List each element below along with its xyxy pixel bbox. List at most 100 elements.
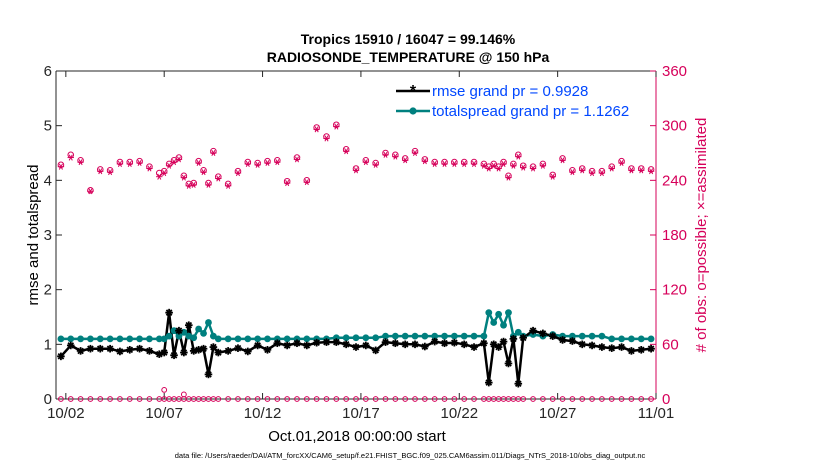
totalspread-point [264, 335, 271, 343]
obs-assimilated-point [421, 158, 429, 165]
asterisk-stroke [78, 159, 83, 166]
asterisk-stroke [191, 181, 196, 188]
obs-zero-point [579, 396, 586, 402]
rmse-point [381, 338, 390, 346]
rmse-point [180, 348, 188, 357]
rmse-marker-stroke [205, 371, 212, 378]
totalspread-point [495, 310, 503, 318]
y-right-tick-label: 60 [662, 336, 679, 353]
obs-zero-point [441, 396, 448, 402]
obs-zero-point [146, 396, 153, 402]
asterisk-stroke [226, 182, 231, 189]
rmse-point [362, 341, 370, 350]
totalspread-point [598, 332, 606, 340]
obs-zero-point [648, 396, 654, 402]
asterisk-stroke [570, 169, 575, 176]
legend-spread-marker [409, 107, 417, 115]
rmse-point [514, 379, 523, 388]
asterisk-stroke [471, 160, 477, 167]
rmse-marker-stroke [382, 338, 389, 346]
y-left-tick-label: 1 [44, 336, 52, 353]
rmse-point [411, 340, 419, 349]
rmse-point [499, 337, 508, 346]
obs-count-series [57, 121, 655, 402]
rmse-marker-stroke [200, 345, 207, 353]
data-file-footer: data file: /Users/raeder/DAI/ATM_forcXX/… [175, 451, 646, 460]
obs-assimilated-point [392, 153, 399, 160]
totalspread-point [342, 334, 350, 342]
asterisk-stroke [521, 164, 526, 171]
asterisk-stroke [211, 149, 216, 157]
obs-assimilated-point [136, 160, 143, 167]
rmse-marker-stroke [431, 338, 439, 345]
asterisk-stroke [108, 169, 113, 176]
y-right-tick-label: 120 [662, 282, 687, 299]
obs-zero-point [215, 396, 222, 402]
obs-zero-point [549, 396, 556, 402]
y-left-tick-label: 6 [44, 63, 52, 80]
rmse-marker-stroke [283, 342, 291, 349]
obs-assimilated-point [67, 154, 74, 161]
totalspread-point [254, 335, 262, 343]
rmse-point [273, 339, 282, 348]
rmse-marker-stroke [293, 339, 301, 347]
rmse-point [160, 348, 168, 357]
totalspread-point [165, 332, 173, 340]
asterisk-stroke [629, 167, 634, 174]
rmse-marker-stroke [273, 339, 281, 347]
obs-assimilated-point [106, 169, 114, 176]
rmse-marker-stroke [170, 351, 178, 359]
rmse-marker-stroke [323, 338, 330, 346]
x-tick-label: 10/07 [145, 405, 183, 422]
legend-box [392, 78, 654, 122]
obs-assimilated-point [431, 160, 438, 167]
rmse-marker-stroke [224, 347, 232, 355]
asterisk-stroke [265, 160, 270, 167]
rmse-point [627, 347, 636, 355]
obs-zero-point [225, 396, 232, 402]
totalspread-point [155, 335, 163, 343]
asterisk-stroke [516, 153, 521, 160]
obs-assimilated-point [313, 126, 320, 133]
totalspread-point [372, 334, 380, 342]
obs-zero-point [431, 396, 438, 402]
rmse-point [617, 343, 626, 351]
asterisk-stroke [491, 162, 496, 169]
totalspread-point [224, 335, 232, 343]
totalspread-point [628, 335, 635, 343]
obs-assimilated-point [342, 148, 350, 155]
totalspread-point [283, 335, 291, 343]
rmse-marker-stroke [628, 347, 635, 355]
totalspread-point [57, 335, 65, 343]
rmse-marker-stroke [392, 339, 399, 347]
y-right-tick-label: 360 [662, 63, 687, 80]
obs-assimilated-point [57, 163, 65, 170]
asterisk-stroke [324, 135, 329, 142]
obs-assimilated-point [569, 169, 576, 176]
rmse-marker-stroke [185, 321, 193, 329]
asterisk-stroke [403, 157, 408, 164]
obs-zero-point [628, 396, 635, 402]
rmse-point [76, 347, 85, 355]
asterisk-stroke [157, 173, 162, 180]
rmse-marker-stroke [411, 341, 419, 348]
asterisk-stroke [432, 160, 437, 167]
totalspread-point [578, 332, 586, 340]
obs-assimilated-point [160, 170, 168, 177]
y-axis-right: 0 60 120 180 240 300 360 [650, 63, 687, 408]
asterisk-stroke [171, 159, 177, 166]
rmse-marker-stroke [116, 348, 124, 355]
obs-assimilated-point [97, 168, 104, 175]
obs-assimilated-point [588, 170, 596, 177]
obs-assimilated-point [451, 160, 458, 167]
rmse-marker-stroke [460, 341, 468, 348]
rmse-point [558, 336, 567, 344]
x-axis-label: Oct.01,2018 00:00:00 start [268, 428, 446, 445]
totalspread-point [568, 332, 576, 340]
asterisk-stroke [216, 175, 221, 182]
obs-assimilated-point [401, 157, 409, 164]
totalspread-point [96, 335, 104, 343]
rmse-marker-stroke [500, 338, 507, 345]
rmse-marker-stroke [514, 380, 522, 388]
